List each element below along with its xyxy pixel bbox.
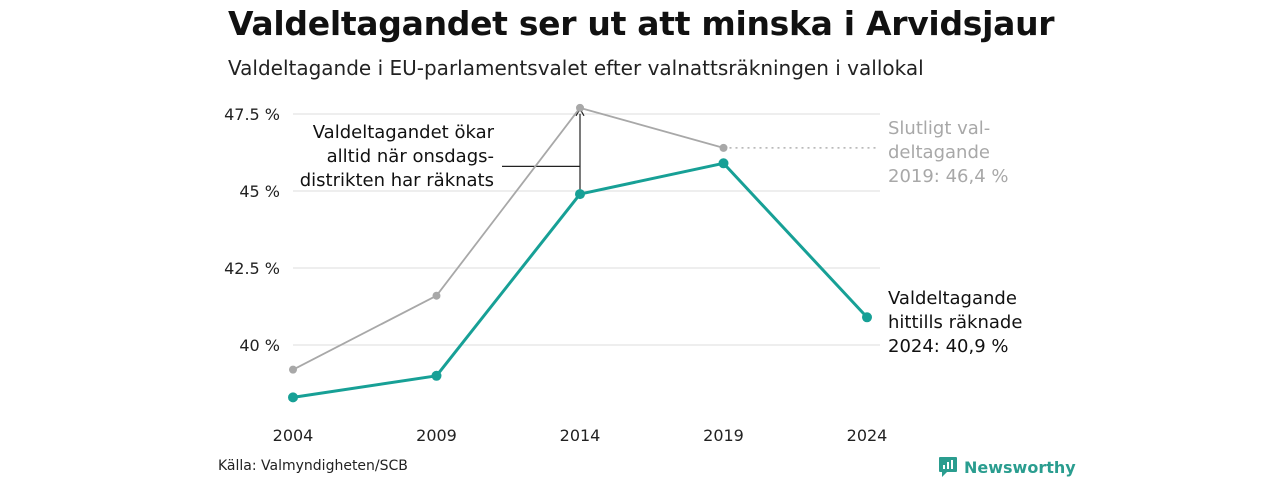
y-tick-label: 47.5 % [224, 105, 280, 124]
x-tick-label: 2019 [703, 426, 744, 445]
series-line [292, 106, 724, 371]
final-turnout-label: Slutligt val- [888, 118, 990, 139]
data-point[interactable] [862, 312, 872, 323]
data-point[interactable] [431, 370, 442, 381]
x-tick-label: 2024 [847, 426, 888, 445]
chart-subtitle: Valdeltagande i EU-parlamentsvalet efter… [228, 56, 924, 80]
x-tick-label: 2014 [560, 426, 601, 445]
annotation-note: distrikten har räknats [300, 170, 494, 191]
data-point[interactable] [288, 392, 298, 403]
y-tick-label: 40 % [239, 336, 280, 355]
annotation-note: alltid när onsdags- [327, 146, 494, 167]
final-turnout-label: 2019: 46,4 % [888, 166, 1009, 187]
annotation-note: Valdeltagandet ökar [313, 122, 495, 143]
newsworthy-logo-icon [939, 457, 957, 477]
brand-logo[interactable]: Newsworthy [938, 456, 1076, 478]
current-turnout-label: Valdeltagande [888, 288, 1017, 309]
source-note: Källa: Valmyndigheten/SCB [218, 458, 408, 474]
data-point[interactable] [575, 189, 585, 200]
brand-name: Newsworthy [964, 457, 1076, 477]
final-turnout-label: deltagande [888, 142, 990, 163]
data-point[interactable] [432, 291, 441, 300]
data-point[interactable] [576, 103, 584, 112]
x-tick-label: 2009 [416, 426, 457, 445]
y-tick-label: 42.5 % [224, 259, 280, 278]
current-turnout-label: hittills räknade [888, 312, 1022, 333]
chart-title: Valdeltagandet ser ut att minska i Arvid… [228, 4, 1055, 43]
x-tick-label: 2004 [273, 426, 314, 445]
data-point[interactable] [719, 143, 728, 152]
current-turnout-label: 2024: 40,9 % [888, 336, 1009, 357]
data-point[interactable] [289, 365, 297, 374]
y-tick-label: 45 % [239, 182, 280, 201]
data-point[interactable] [718, 158, 729, 169]
